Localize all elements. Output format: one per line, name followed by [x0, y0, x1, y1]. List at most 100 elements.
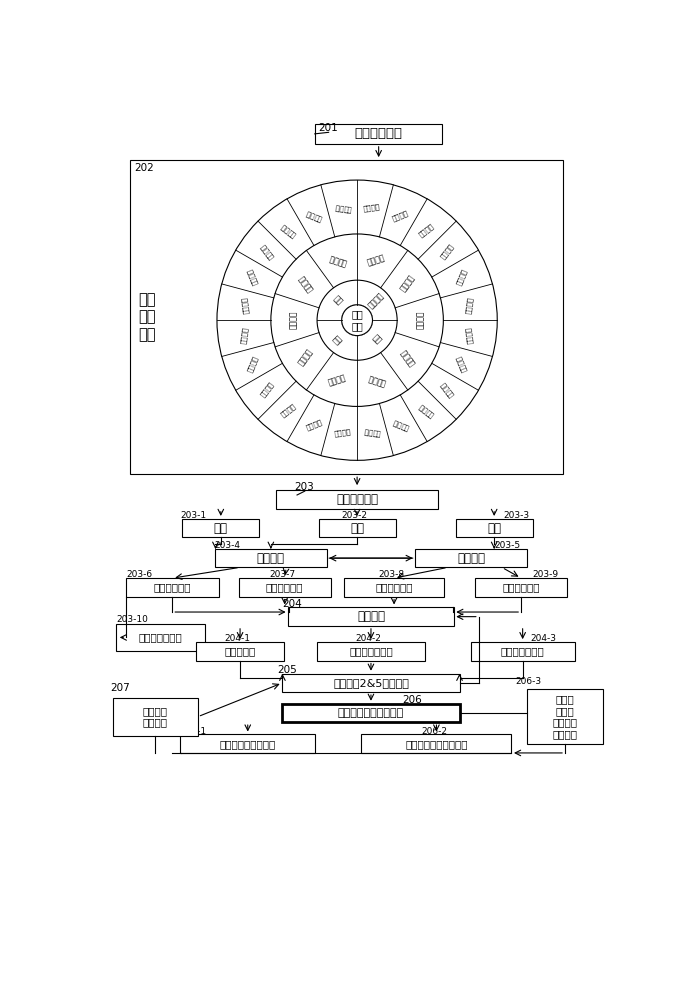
- Text: 案例档次选择: 案例档次选择: [336, 493, 378, 506]
- Text: 主题元素收集: 主题元素收集: [266, 582, 304, 592]
- Text: 204-2: 204-2: [356, 634, 381, 643]
- Text: 现代: 现代: [351, 309, 363, 319]
- Text: 再次选择的空间和元素: 再次选择的空间和元素: [405, 739, 468, 749]
- Text: 欧典香颂: 欧典香颂: [304, 418, 323, 431]
- Text: 多彩生活: 多彩生活: [456, 268, 468, 286]
- Text: 北非风情: 北非风情: [304, 209, 323, 222]
- Text: 低档: 低档: [487, 522, 501, 535]
- Bar: [196, 642, 284, 661]
- Bar: [315, 124, 442, 144]
- Text: 北美阳光: 北美阳光: [327, 373, 348, 387]
- Text: 欧陆风情: 欧陆风情: [297, 347, 315, 367]
- Text: 联早母丰: 联早母丰: [363, 428, 381, 437]
- Text: 欧典香颂: 欧典香颂: [290, 311, 298, 329]
- Text: 雅致灰调: 雅致灰调: [439, 243, 455, 260]
- Text: 206: 206: [402, 695, 421, 705]
- Text: 与童白趣: 与童白趣: [417, 402, 435, 418]
- Text: 现代: 现代: [371, 333, 383, 346]
- Text: 地中海风: 地中海风: [333, 204, 351, 212]
- Text: 203-1: 203-1: [181, 511, 207, 520]
- Text: 207: 207: [111, 683, 130, 693]
- Text: 欧式: 欧式: [331, 294, 344, 307]
- Text: 201: 201: [319, 123, 338, 133]
- Text: 202: 202: [134, 163, 155, 173]
- Bar: [527, 689, 603, 744]
- Bar: [475, 578, 567, 597]
- Text: 收集的核心元素: 收集的核心元素: [349, 646, 393, 656]
- Bar: [180, 734, 315, 753]
- Text: 206-1: 206-1: [180, 727, 206, 736]
- Bar: [215, 549, 327, 567]
- Text: 高档: 高档: [214, 522, 227, 535]
- Text: 卡萨布兰: 卡萨布兰: [246, 268, 259, 286]
- Text: 决策案例: 决策案例: [257, 552, 285, 565]
- Bar: [470, 642, 574, 661]
- Text: 203-7: 203-7: [269, 570, 296, 579]
- Text: 203-2: 203-2: [342, 511, 368, 520]
- Bar: [317, 642, 425, 661]
- Bar: [456, 519, 533, 537]
- Text: 东南印象: 东南印象: [327, 253, 348, 267]
- Text: 205: 205: [277, 665, 297, 675]
- Text: 仿生数码: 仿生数码: [367, 373, 387, 387]
- Bar: [276, 490, 438, 509]
- Text: 仿生数码: 仿生数码: [439, 380, 455, 398]
- Text: 收集的空间: 收集的空间: [224, 646, 256, 656]
- Text: 选择
主题
系列: 选择 主题 系列: [138, 292, 156, 342]
- Text: 空间建造: 空间建造: [392, 209, 410, 222]
- Bar: [415, 549, 527, 567]
- Bar: [288, 607, 454, 626]
- Bar: [282, 704, 460, 722]
- Bar: [319, 519, 396, 537]
- Text: 203-6: 203-6: [126, 570, 153, 579]
- Text: 参观空间收集: 参观空间收集: [502, 582, 540, 592]
- Text: 铅色经典: 铅色经典: [465, 326, 474, 344]
- Bar: [130, 160, 563, 474]
- Text: 生成主题系列风格蓝图: 生成主题系列风格蓝图: [338, 708, 404, 718]
- Bar: [182, 519, 259, 537]
- Text: 203-9: 203-9: [533, 570, 559, 579]
- Text: 普罗旺斯: 普罗旺斯: [279, 223, 297, 238]
- Text: 东南印象: 东南印象: [240, 326, 249, 344]
- Text: 关联至品牌商城: 关联至品牌商城: [139, 632, 183, 642]
- Text: 色彩天地: 色彩天地: [399, 273, 417, 293]
- Text: 206-3: 206-3: [515, 677, 541, 686]
- Text: 江南印象: 江南印象: [240, 297, 249, 314]
- Bar: [344, 578, 444, 597]
- Text: 白色之纯: 白色之纯: [416, 311, 425, 329]
- Text: 203-5: 203-5: [494, 541, 520, 550]
- Text: 203-10: 203-10: [116, 615, 148, 624]
- Text: 极简抽象: 极简抽象: [399, 347, 417, 367]
- Text: 参观空间收集: 参观空间收集: [375, 582, 413, 592]
- Bar: [113, 698, 198, 736]
- Text: 塞纳河畔: 塞纳河畔: [259, 243, 275, 260]
- Text: 参观案例: 参观案例: [457, 552, 485, 565]
- Text: 中档: 中档: [350, 522, 364, 535]
- Text: 工业再造: 工业再造: [417, 223, 435, 238]
- Text: 206-2: 206-2: [421, 727, 447, 736]
- Bar: [117, 624, 205, 651]
- Text: 推荐的主题系列案例: 推荐的主题系列案例: [219, 739, 276, 749]
- Text: 北美之光: 北美之光: [367, 291, 386, 310]
- Text: 彩蝶回飞: 彩蝶回飞: [363, 204, 381, 212]
- Bar: [238, 578, 331, 597]
- Text: 东南亚风: 东南亚风: [246, 354, 259, 373]
- Text: 204-1: 204-1: [225, 634, 250, 643]
- Bar: [126, 578, 219, 597]
- Text: 203: 203: [294, 482, 314, 492]
- Text: 卢浮神韵: 卢浮神韵: [259, 380, 275, 398]
- Text: 中式: 中式: [351, 321, 363, 331]
- Text: 民居意象: 民居意象: [333, 428, 351, 437]
- Text: 203-8: 203-8: [379, 570, 405, 579]
- Text: 民居意象: 民居意象: [297, 273, 315, 293]
- Text: 风格定位系统: 风格定位系统: [354, 127, 403, 140]
- Text: 立体印像: 立体印像: [367, 253, 387, 267]
- Text: 再次选择2&5元素逻辑: 再次选择2&5元素逻辑: [333, 678, 409, 688]
- Text: 数据关联
项目清单: 数据关联 项目清单: [143, 706, 168, 728]
- Text: 纯白世界: 纯白世界: [465, 297, 474, 314]
- Text: 查看收集: 查看收集: [357, 610, 385, 623]
- Text: 204-3: 204-3: [531, 634, 556, 643]
- Circle shape: [342, 305, 373, 336]
- Bar: [361, 734, 512, 753]
- Text: 核心元素收集: 核心元素收集: [153, 582, 191, 592]
